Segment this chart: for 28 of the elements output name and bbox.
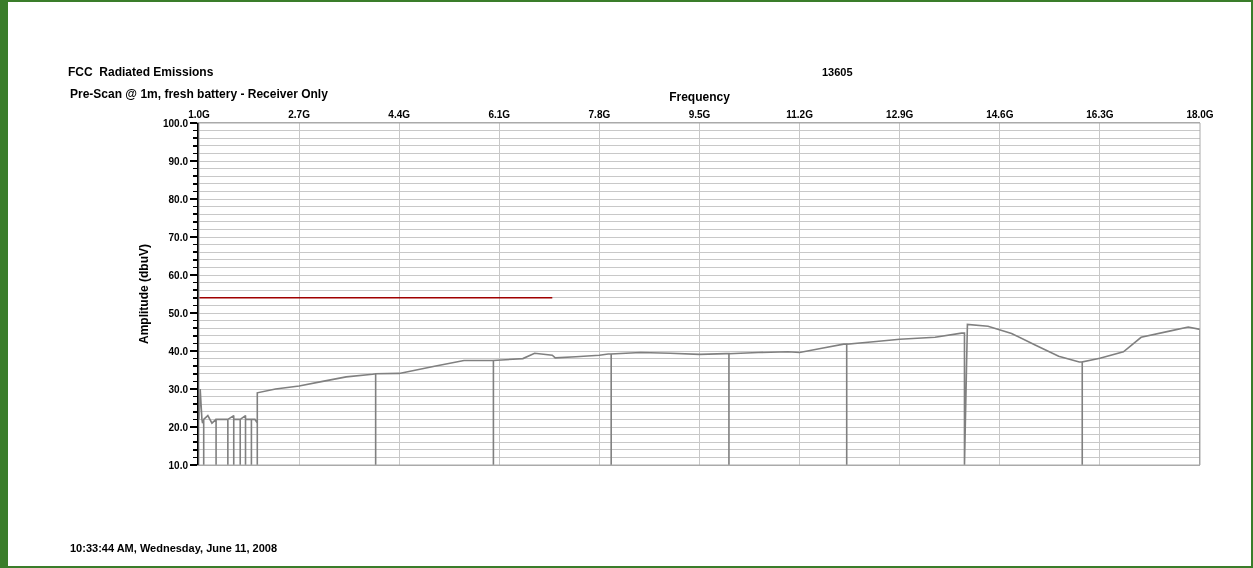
y-tick-label: 40.0	[168, 345, 189, 357]
x-tick-label: 9.5G	[688, 109, 711, 120]
y-tick-label: 90.0	[168, 155, 189, 167]
y-tick-label: 100.0	[162, 117, 189, 129]
x-tick-label: 6.1G	[488, 109, 511, 120]
y-tick-label: 70.0	[168, 231, 189, 243]
x-tick-label: 7.8G	[588, 109, 611, 120]
x-tick-label: 2.7G	[288, 109, 311, 120]
text: 10:33:44 AM, Wednesday, June 11, 2008	[70, 542, 278, 554]
text: 13605	[822, 66, 853, 78]
x-tick-label: 4.4G	[388, 109, 411, 120]
x-tick-label: 18.0G	[1186, 109, 1214, 120]
y-tick-label: 30.0	[168, 383, 189, 395]
x-tick-label: 1.0G	[188, 109, 211, 120]
y-tick-label: 50.0	[168, 307, 189, 319]
chart-title: FCC Radiated Emissions	[68, 65, 214, 80]
x-tick-label: 14.6G	[986, 109, 1014, 120]
y-tick-label: 20.0	[168, 421, 189, 433]
x-tick-label: 16.3G	[1086, 109, 1114, 120]
y-tick-label: 10.0	[168, 459, 189, 471]
line-series	[199, 323, 1200, 465]
x-tick-label: 12.9G	[886, 109, 914, 120]
x-tick-label: 11.2G	[786, 109, 814, 120]
y-tick-label: 60.0	[168, 269, 189, 281]
x-axis-title: Frequency	[669, 90, 731, 105]
chart-subtitle: Pre-Scan @ 1m, fresh battery - Receiver Only	[70, 87, 329, 101]
y-tick-label: 80.0	[168, 193, 189, 205]
y-axis-title: Amplitude (dbuV)	[136, 244, 151, 344]
